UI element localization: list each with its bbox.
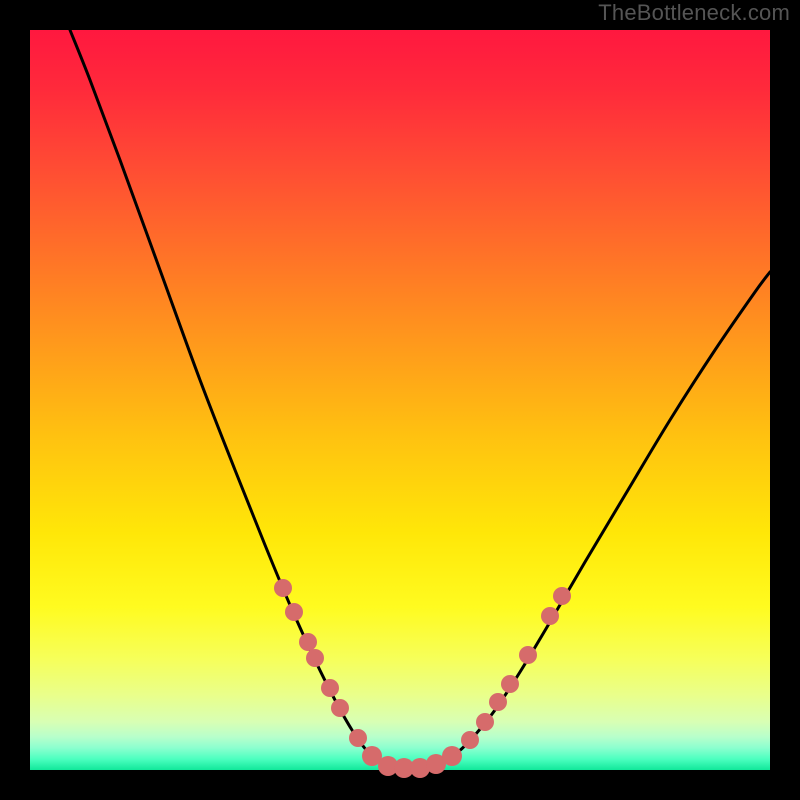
data-marker (321, 679, 339, 697)
data-marker (553, 587, 571, 605)
chart-stage: TheBottleneck.com (0, 0, 800, 800)
data-marker (331, 699, 349, 717)
data-marker (489, 693, 507, 711)
data-marker (274, 579, 292, 597)
data-marker (349, 729, 367, 747)
data-marker (519, 646, 537, 664)
data-marker (442, 746, 462, 766)
data-marker (306, 649, 324, 667)
data-marker (299, 633, 317, 651)
data-marker (285, 603, 303, 621)
data-marker (541, 607, 559, 625)
plot-background (30, 30, 770, 770)
bottleneck-curve-chart (0, 0, 800, 800)
attribution-text: TheBottleneck.com (598, 0, 790, 26)
data-marker (501, 675, 519, 693)
data-marker (476, 713, 494, 731)
data-marker (461, 731, 479, 749)
